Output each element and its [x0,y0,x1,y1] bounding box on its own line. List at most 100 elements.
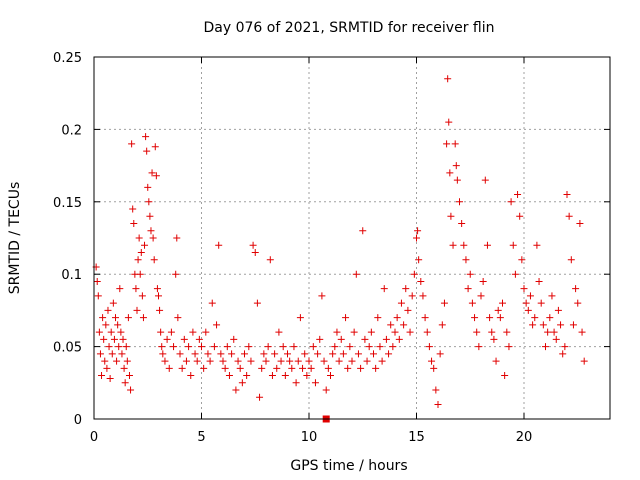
data-point [221,364,229,372]
data-point [352,270,360,278]
data-point [395,335,403,343]
data-point [284,350,291,358]
data-point [524,306,532,314]
data-point [557,321,565,329]
data-point [141,241,149,249]
data-point [507,198,515,206]
data-point [163,335,171,343]
data-point [279,343,287,351]
data-point [421,314,429,322]
data-point [565,212,573,220]
data-point [247,357,255,365]
data-point [559,350,567,358]
data-point [148,169,156,177]
data-point [316,335,324,343]
data-point [357,364,365,372]
data-point [372,364,380,372]
data-point [268,372,276,380]
data-point [501,372,509,380]
data-point [104,306,112,314]
y-tick-label: 0.1 [61,268,82,283]
data-point [108,350,116,358]
data-point [350,328,358,336]
data-point [135,234,143,242]
data-point [329,350,337,358]
data-point [393,314,401,322]
data-point [471,314,479,322]
data-point [137,248,145,256]
data-point [488,328,496,336]
data-point [153,285,161,293]
data-point [119,335,127,343]
data-point [173,234,181,242]
data-point [580,357,588,365]
data-point [460,241,468,249]
data-point [132,285,140,293]
data-point [185,343,193,351]
data-point [552,335,560,343]
data-point [522,299,530,307]
data-point [446,169,454,177]
data-point [238,379,246,387]
data-point [219,357,227,365]
data-point [95,328,103,336]
data-point [144,183,152,191]
data-point [346,343,354,351]
data-point [443,140,451,148]
data-point [286,357,294,365]
data-point [253,299,261,307]
data-point [445,118,453,126]
data-point [296,314,304,322]
data-point [178,364,186,372]
data-point [544,328,552,336]
data-point [554,306,562,314]
data-point [546,314,554,322]
x-axis-label: GPS time / hours [290,458,407,474]
data-point [129,205,137,213]
data-point [320,357,328,365]
data-point [514,191,522,199]
data-point [167,328,175,336]
data-point [342,314,350,322]
data-point [413,234,420,242]
data-point [337,335,345,343]
data-point [198,343,205,351]
data-point [223,343,231,351]
y-axis-label: SRMTID / TECUs [7,182,23,295]
data-point [563,191,571,199]
y-tick-label: 0.2 [61,123,82,138]
y-tick-label: 0 [74,413,82,428]
data-point [94,292,102,300]
data-point [159,350,167,358]
data-point [195,335,203,343]
data-point [397,299,405,307]
data-point [335,357,343,365]
data-point [363,357,371,365]
data-point [444,75,452,83]
data-point [165,364,173,372]
data-point [149,234,157,242]
data-point [96,350,104,358]
data-point [124,314,132,322]
data-point [452,162,460,170]
data-point [273,364,281,372]
data-point [378,357,386,365]
data-point [299,364,307,372]
data-point [228,350,236,358]
data-point [262,357,270,365]
data-point [243,372,251,380]
data-point [145,198,153,206]
data-point [417,277,425,285]
data-point [533,241,541,249]
data-point [486,314,494,322]
data-point [143,147,151,155]
data-point [468,299,476,307]
data-point [187,372,195,380]
data-point [389,343,397,351]
data-point [264,343,272,351]
data-point [494,306,502,314]
data-point [449,241,457,249]
x-tick-label: 0 [90,430,98,445]
data-point [180,335,188,343]
data-point [210,343,218,351]
